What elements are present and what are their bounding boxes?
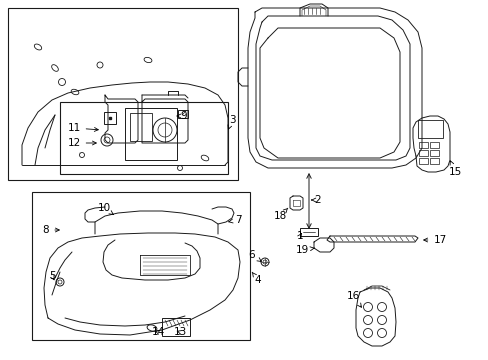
Text: 14: 14: [151, 327, 164, 337]
Text: 11: 11: [67, 123, 98, 133]
Text: 2: 2: [311, 195, 321, 205]
Text: 5: 5: [49, 271, 55, 281]
Bar: [429, 142, 438, 148]
Text: 3: 3: [227, 115, 235, 129]
Text: 1: 1: [296, 231, 303, 241]
Text: 17: 17: [423, 235, 446, 245]
Bar: [299, 228, 317, 236]
Text: 4: 4: [252, 272, 261, 285]
Bar: [418, 158, 427, 164]
Bar: [104, 112, 116, 124]
Bar: [418, 150, 427, 156]
Bar: [8, 8, 238, 180]
Text: 8: 8: [42, 225, 59, 235]
Bar: [417, 120, 442, 138]
Text: 13: 13: [173, 327, 186, 337]
Text: 6: 6: [248, 250, 261, 261]
Bar: [60, 102, 227, 174]
Bar: [429, 150, 438, 156]
Bar: [178, 110, 187, 118]
Text: 16: 16: [346, 291, 361, 307]
Text: 7: 7: [228, 215, 241, 225]
Text: 19: 19: [295, 245, 314, 255]
Bar: [130, 113, 152, 141]
Bar: [429, 158, 438, 164]
Text: 9: 9: [177, 111, 187, 121]
Text: 12: 12: [67, 138, 96, 148]
Bar: [125, 108, 177, 160]
Text: 15: 15: [447, 161, 461, 177]
Text: 18: 18: [273, 208, 287, 221]
Text: 10: 10: [97, 203, 113, 215]
Bar: [32, 192, 249, 340]
Bar: [418, 142, 427, 148]
Bar: [162, 318, 190, 336]
